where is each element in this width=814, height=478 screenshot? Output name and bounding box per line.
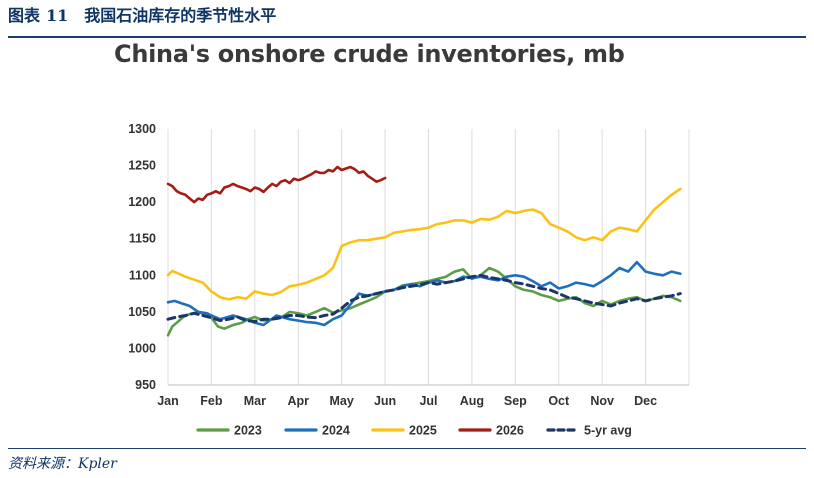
figure-header: 图表 11 我国石油库存的季节性水平 xyxy=(8,2,276,26)
x-tick-label: Jun xyxy=(374,394,396,408)
y-tick-label: 1050 xyxy=(128,305,156,319)
figure-label: 图表 xyxy=(8,6,41,25)
legend-label-2023: 2023 xyxy=(234,424,262,438)
series-line-5-yr-avg xyxy=(166,273,682,323)
figure-number: 11 xyxy=(46,6,69,25)
y-tick-label: 1300 xyxy=(128,122,156,136)
y-tick-label: 1100 xyxy=(129,268,156,282)
x-tick-label: Dec xyxy=(634,394,657,408)
series-line-2023 xyxy=(166,266,682,337)
x-tick-label: Aug xyxy=(460,394,484,408)
legend-label-2025: 2025 xyxy=(409,424,437,438)
x-tick-label: Jan xyxy=(157,394,179,408)
legend-label-5-yr-avg: 5-yr avg xyxy=(584,424,632,438)
series-line-2026 xyxy=(166,165,387,204)
x-tick-label: Apr xyxy=(287,394,309,408)
y-tick-label: 1000 xyxy=(128,341,156,355)
x-tick-label: Jul xyxy=(419,394,437,408)
series-line-2025 xyxy=(166,187,682,301)
source-note: 资料来源：Kpler xyxy=(8,456,117,472)
legend-label-2024: 2024 xyxy=(322,424,350,438)
y-tick-label: 950 xyxy=(135,378,156,392)
x-tick-label: Feb xyxy=(200,394,223,408)
x-tick-label: Sep xyxy=(504,394,527,408)
y-tick-label: 1250 xyxy=(128,159,156,173)
x-tick-label: Mar xyxy=(244,394,266,408)
legend-label-2026: 2026 xyxy=(496,424,524,438)
y-tick-label: 1200 xyxy=(128,195,156,209)
series-line-2024 xyxy=(166,260,682,327)
chart-title: China's onshore crude inventories, mb xyxy=(114,40,625,68)
y-tick-label: 1150 xyxy=(129,232,156,246)
x-tick-label: May xyxy=(330,394,354,408)
footer-rule xyxy=(8,448,806,449)
figure-caption: 我国石油库存的季节性水平 xyxy=(84,6,277,25)
header-rule xyxy=(8,36,806,38)
x-tick-label: Nov xyxy=(590,394,614,408)
x-tick-label: Oct xyxy=(548,394,570,408)
